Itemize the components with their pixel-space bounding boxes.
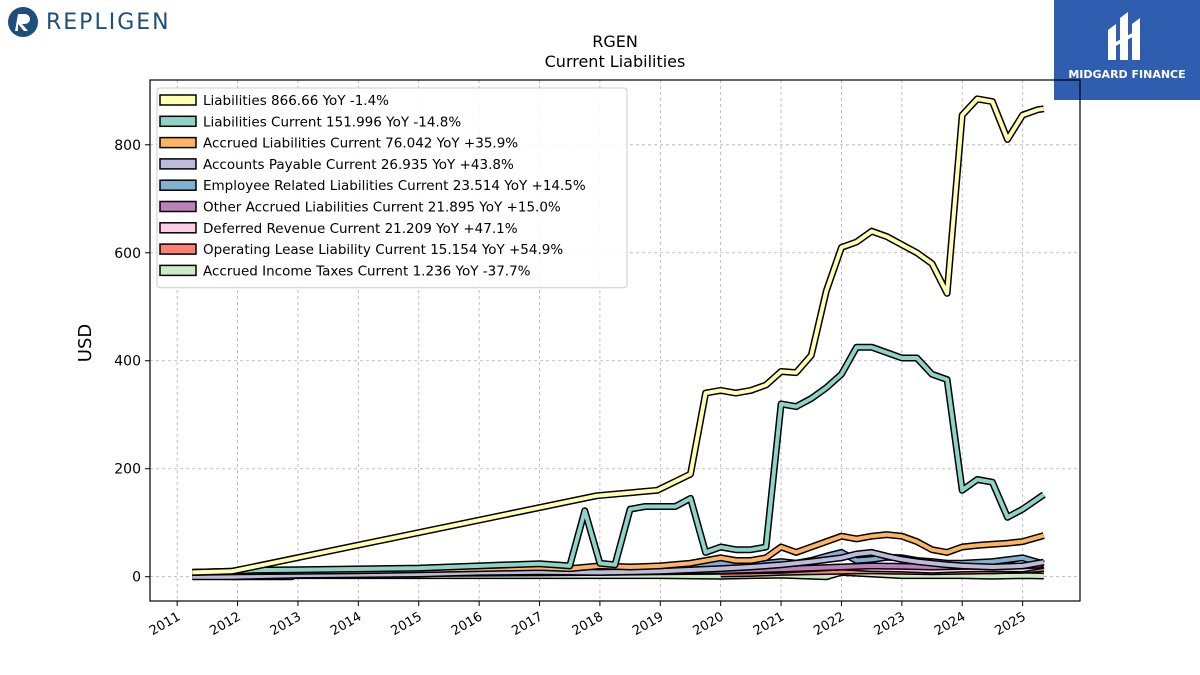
- chart-subtitle: Current Liabilities: [544, 52, 686, 71]
- series-layer: [192, 95, 1046, 581]
- y-tick-label: 200: [114, 462, 141, 478]
- legend-entry-other-accrued-liabilities-current: Other Accrued Liabilities Current 21.895…: [203, 200, 561, 216]
- chart-title-block: RGEN Current Liabilities: [415, 32, 815, 72]
- legend-entry-accrued-income-taxes-current: Accrued Income Taxes Current 1.236 YoY -…: [203, 263, 531, 279]
- legend-swatch-liabilities-current: [159, 115, 197, 128]
- y-tick-label: 800: [114, 138, 141, 154]
- x-tick-label: 2017: [509, 609, 545, 639]
- x-tick-label: 2011: [147, 609, 183, 639]
- midgard-finance-logo: MIDGARD FINANCE: [1054, 0, 1200, 100]
- x-tick-label: 2019: [630, 609, 666, 639]
- chart-title: RGEN: [592, 32, 638, 51]
- series-line-accounts-payable-current: [192, 550, 1045, 579]
- x-tick-label: 2012: [207, 609, 243, 639]
- legend: Liabilities 866.66 YoY -1.4% Liabilities …: [156, 87, 628, 289]
- x-tick-label: 2016: [449, 609, 485, 639]
- x-tick-label: 2020: [691, 609, 727, 639]
- repligen-mark-icon: [8, 7, 38, 37]
- x-tick-label: 2023: [872, 609, 908, 639]
- y-tick-label: 600: [114, 246, 141, 262]
- x-tick-label: 2021: [751, 609, 787, 639]
- legend-entry-accrued-liabilities-current: Accrued Liabilities Current 76.042 YoY +…: [203, 136, 518, 152]
- x-tick-label: 2015: [389, 609, 425, 639]
- legend-swatch-accrued-liabilities-current: [159, 136, 197, 149]
- legend-entry-liabilities-current: Liabilities Current 151.996 YoY -14.8%: [203, 114, 461, 130]
- series-line-liabilities: [192, 96, 1045, 575]
- legend-swatch-liabilities: [159, 94, 197, 106]
- legend-swatch-deferred-revenue-current: [159, 222, 197, 234]
- y-tick-label: 400: [114, 354, 141, 370]
- x-tick-label: 2022: [811, 609, 847, 639]
- midgard-wordmark: MIDGARD FINANCE: [1068, 68, 1186, 81]
- series-line-liabilities-current: [192, 345, 1045, 575]
- legend-box: [156, 87, 628, 289]
- x-tick-label: 2013: [268, 609, 304, 639]
- x-tick-label: 2014: [328, 609, 364, 639]
- legend-entry-employee-related-liabilities-current: Employee Related Liabilities Current 23.…: [203, 178, 586, 194]
- legend-entry-deferred-revenue-current: Deferred Revenue Current 21.209 YoY +47.…: [203, 221, 518, 237]
- legend-swatch-accounts-payable-current: [159, 158, 197, 170]
- repligen-logo: REPLIGEN: [6, 4, 206, 40]
- legend-swatch-other-accrued-liabilities-current: [159, 200, 197, 213]
- x-tick-label: 2018: [570, 609, 606, 639]
- plot-frame: [149, 79, 1081, 602]
- legend-swatch-employee-related-liabilities-current: [159, 179, 197, 191]
- x-tick-label: 2025: [992, 609, 1028, 639]
- repligen-wordmark: REPLIGEN: [46, 10, 171, 35]
- legend-swatch-accrued-income-taxes-current: [159, 264, 197, 277]
- y-tick-label: 0: [132, 570, 141, 586]
- legend-entry-liabilities: Liabilities 866.66 YoY -1.4%: [203, 93, 389, 109]
- x-tick-label: 2024: [932, 609, 968, 639]
- midgard-mark-icon: [1108, 12, 1140, 60]
- legend-swatch-operating-lease-liability-current: [159, 243, 197, 255]
- y-axis-label: USD: [75, 324, 96, 362]
- legend-entry-operating-lease-liability-current: Operating Lease Liability Current 15.154…: [203, 242, 563, 258]
- legend-entry-accounts-payable-current: Accounts Payable Current 26.935 YoY +43.…: [203, 157, 514, 173]
